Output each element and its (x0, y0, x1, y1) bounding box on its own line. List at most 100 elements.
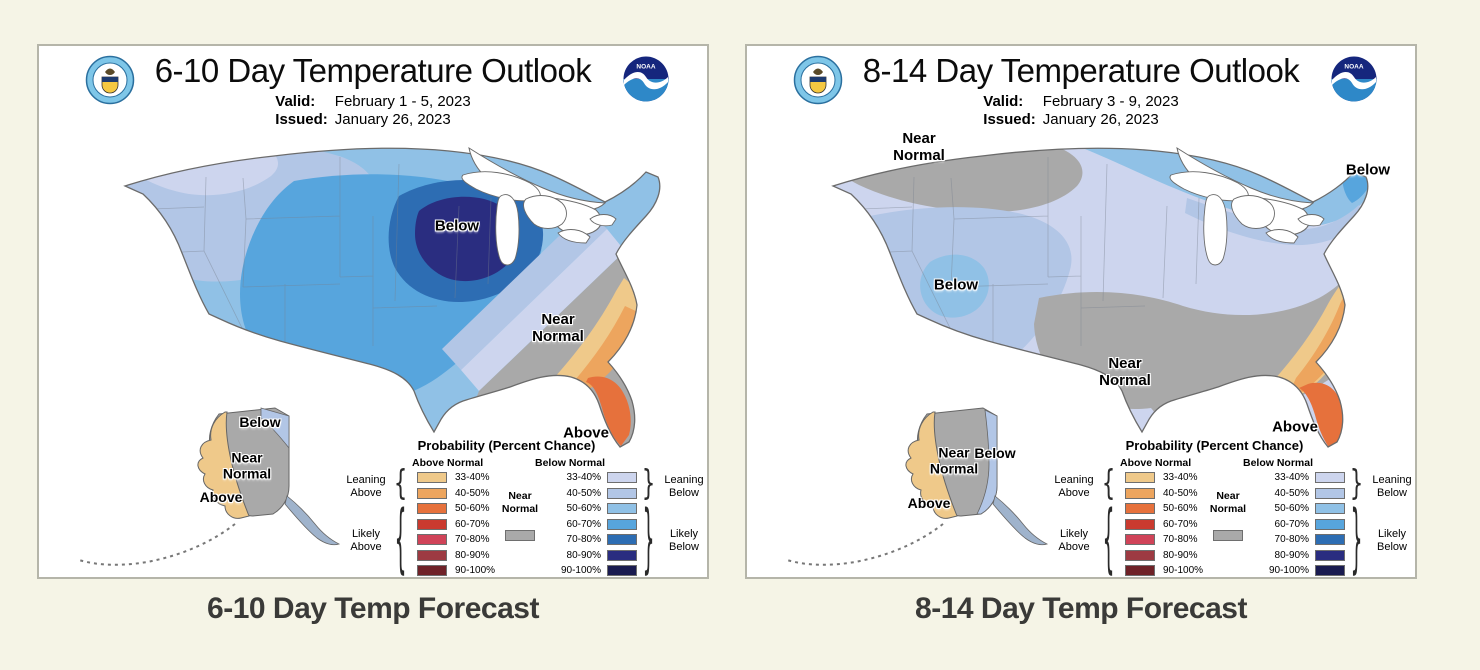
legend-near-normal-label: Near Normal (1209, 490, 1247, 515)
region-se-coast-above-40-50 (559, 306, 638, 398)
legend-swatch-below (607, 487, 637, 499)
legend-row: 70-80% (417, 532, 495, 548)
region-ny-band-40-50 (1185, 198, 1363, 246)
legend-swatch-below (1315, 549, 1345, 561)
noaa-logo: NOAA (1331, 56, 1377, 102)
lake-erie (557, 229, 591, 244)
legend-row: 60-70% (417, 517, 495, 533)
legend-row: 90-100% (417, 563, 495, 579)
legend-swatch-above (417, 565, 447, 577)
legend-below-header: Below Normal (535, 457, 606, 469)
legend-above-header: Above Normal (412, 457, 484, 469)
legend-range-label: 33-40% (566, 472, 601, 484)
lake-huron (523, 195, 567, 229)
legend-row: 60-70% (557, 517, 637, 533)
map-label-above: Above (563, 424, 609, 442)
legend-range-label: 40-50% (1274, 487, 1309, 499)
legend-leaning-below: Leaning Below (664, 474, 704, 500)
legend-swatch-below (607, 472, 637, 484)
legend-below-column: 33-40% 40-50% 50-60% 60-70% 70-80% 80-90% 90-1… (1265, 470, 1345, 579)
region-az-border-above (845, 376, 865, 392)
region-se-coast-above-33-40 (1247, 266, 1363, 408)
legend-swatch-below (1315, 518, 1345, 530)
legend-row: 40-50% (1265, 486, 1345, 502)
legend-swatch-above (417, 518, 447, 530)
legend-swatch-above (417, 534, 447, 546)
legend-swatch-below (1315, 472, 1345, 484)
legend-row: 70-80% (557, 532, 637, 548)
legend-swatch-above (1125, 534, 1155, 546)
legend-range-label: 50-60% (566, 503, 601, 515)
legend-swatch-below (607, 549, 637, 561)
probability-legend: Probability (Percent Chance) Above Norma… (1047, 438, 1419, 580)
legend-range-label: 33-40% (455, 472, 490, 484)
legend-row: 50-60% (1125, 501, 1203, 517)
region-midwest-80-90 (415, 196, 518, 282)
state-borders (834, 157, 1200, 346)
legend-near-normal-label: Near Normal (501, 490, 539, 515)
legend-leaning-above: Leaning Above (346, 474, 386, 500)
map-label-near-normal: Near Normal (1099, 355, 1151, 389)
conus-map-6-10 (78, 146, 661, 566)
legend-range-label: 90-100% (455, 565, 496, 577)
legend-swatch-above (417, 503, 447, 515)
legend-range-label: 50-60% (1274, 503, 1309, 515)
lake-michigan (495, 194, 520, 266)
legend-range-label: 50-60% (455, 503, 490, 515)
legend-swatch-above (1125, 518, 1155, 530)
legend-range-label: 60-70% (1274, 518, 1309, 530)
legend-range-label: 70-80% (455, 534, 490, 546)
legend-swatch-above (1125, 565, 1155, 577)
legend-range-label: 40-50% (455, 487, 490, 499)
valid-value: February 1 - 5, 2023 (334, 93, 471, 110)
legend-row: 40-50% (417, 486, 495, 502)
legend-row: 60-70% (1125, 517, 1203, 533)
legend-range-label: 80-90% (1163, 549, 1198, 561)
lake-ontario (589, 214, 617, 227)
region-se-coast-above-33-40 (535, 278, 638, 403)
legend-swatch-below (1315, 503, 1345, 515)
brace-likely-above: { (395, 496, 407, 584)
state-borders (126, 157, 492, 346)
legend-row: 80-90% (417, 548, 495, 564)
panel-8-14-outlook[interactable]: 8-14 Day Temperature Outlook NOAA Valid:… (745, 44, 1417, 579)
legend-row: 90-100% (1265, 563, 1345, 579)
alaska-above-region (905, 411, 958, 519)
legend-row: 60-70% (1265, 517, 1345, 533)
legend-row: 90-100% (557, 563, 637, 579)
legend-range-label: 50-60% (1163, 503, 1198, 515)
lake-ontario (1297, 214, 1325, 227)
legend-swatch-below (607, 565, 637, 577)
region-florida-above-50-60 (1299, 382, 1345, 447)
alaska-below-region (260, 407, 290, 450)
legend-range-label: 33-40% (1274, 472, 1309, 484)
legend-row: 33-40% (417, 470, 495, 486)
legend-row: 80-90% (1125, 548, 1203, 564)
great-lakes (461, 171, 617, 266)
legend-swatch-above (417, 549, 447, 561)
legend-near-normal-swatch (505, 530, 535, 541)
aleutian-islands (78, 523, 236, 566)
legend-range-label: 90-100% (1268, 565, 1309, 577)
legend-likely-above: Likely Above (350, 528, 382, 554)
commerce-seal-logo (793, 55, 843, 105)
legend-row: 40-50% (1125, 486, 1203, 502)
valid-label: Valid: (275, 93, 316, 110)
panel-6-10-outlook[interactable]: 6-10 Day Temperature Outlook NOAA Valid:… (37, 44, 709, 579)
legend-row: 90-100% (1125, 563, 1203, 579)
legend-range-label: 70-80% (566, 534, 601, 546)
brace-likely-above: { (1103, 496, 1115, 584)
legend-above-header: Above Normal (1120, 457, 1192, 469)
probability-legend: Probability (Percent Chance) Above Norma… (339, 438, 711, 580)
legend-leaning-below: Leaning Below (1372, 474, 1412, 500)
alaska-label-near-normal: Near Normal (929, 444, 979, 476)
brace-leaning-below: } (642, 463, 656, 504)
brace-leaning-above: { (1102, 463, 1116, 504)
legend-range-label: 40-50% (566, 487, 601, 499)
legend-row: 50-60% (557, 501, 637, 517)
legend-swatch-above (417, 472, 447, 484)
legend-below-column: 33-40% 40-50% 50-60% 60-70% 70-80% 80-90% 90-1… (557, 470, 637, 579)
brace-likely-below: } (1351, 496, 1363, 584)
alaska-panhandle (992, 495, 1049, 546)
noaa-logo-text: NOAA (1344, 64, 1363, 71)
